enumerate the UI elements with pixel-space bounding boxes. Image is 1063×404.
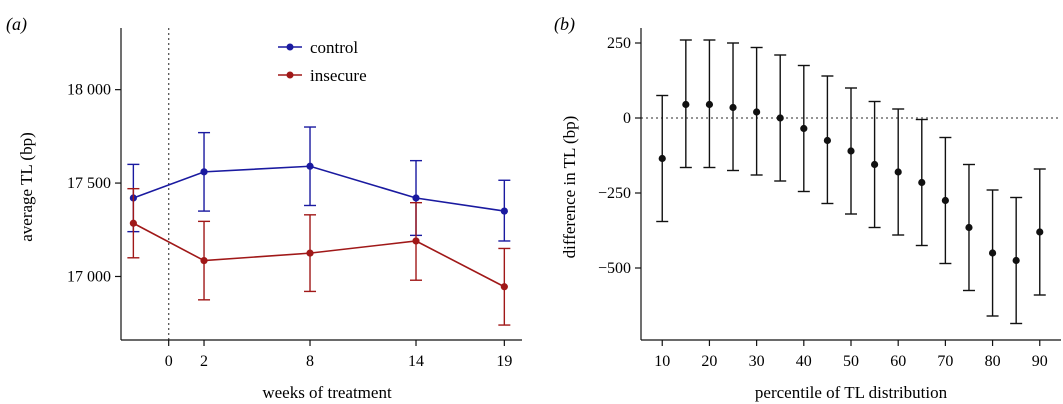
data-point <box>870 160 879 169</box>
x-tick-label: 14 <box>408 353 424 370</box>
x-tick-label: 2 <box>200 353 208 370</box>
legend-item-control: control <box>278 38 358 57</box>
x-tick-label: 80 <box>985 353 1001 370</box>
y-tick-label: 17 500 <box>67 175 111 192</box>
y-tick-label: 0 <box>623 110 631 127</box>
panel-a-y-axis-label: average TL (bp) <box>17 132 36 242</box>
panel-a-legend: control insecure <box>278 38 367 85</box>
legend-marker-insecure <box>286 71 294 79</box>
x-tick-label: 40 <box>796 353 812 370</box>
panel-b-y-axis-label: difference in TL (bp) <box>560 116 579 259</box>
data-point <box>800 124 808 133</box>
data-point <box>823 136 832 145</box>
data-point-insecure <box>129 219 137 227</box>
data-point-control <box>500 207 508 215</box>
x-tick-label: 90 <box>1032 353 1048 370</box>
series-line-insecure <box>132 222 505 288</box>
data-point <box>988 249 997 257</box>
panel-a-x-axis-label: weeks of treatment <box>262 383 392 402</box>
data-point <box>658 154 666 163</box>
data-point <box>894 168 902 176</box>
panel-a-x-ticks: 0 2 8 14 19 <box>165 340 512 370</box>
panel-b-y-ticks: −500 −250 0 250 <box>598 35 641 277</box>
panel-a-y-ticks: 17 000 17 500 18 000 <box>67 82 121 285</box>
data-point-insecure <box>306 249 314 257</box>
series-line-control <box>133 165 505 212</box>
y-tick-label: 250 <box>607 35 631 52</box>
y-tick-label: 18 000 <box>67 82 111 99</box>
data-point-control <box>412 194 420 202</box>
x-tick-label: 10 <box>654 353 670 370</box>
data-point <box>965 223 973 232</box>
panel-b: (b) 10 20 30 40 50 60 70 80 90 −500 −250 0 250 perc… <box>554 14 1061 402</box>
x-tick-label: 8 <box>306 353 314 370</box>
x-tick-label: 30 <box>749 353 765 370</box>
data-point <box>918 178 926 187</box>
x-tick-label: 70 <box>937 353 953 370</box>
data-point <box>1012 256 1020 265</box>
x-tick-label: 20 <box>701 353 717 370</box>
data-point <box>847 147 855 155</box>
panel-b-x-ticks: 10 20 30 40 50 60 70 80 90 <box>654 340 1048 370</box>
data-point <box>941 196 949 205</box>
data-point-insecure <box>200 256 208 265</box>
y-tick-label: 17 000 <box>67 268 111 285</box>
y-tick-label: −500 <box>598 260 631 277</box>
data-point <box>729 103 737 112</box>
panel-b-label: (b) <box>554 14 575 35</box>
legend-marker-control <box>286 43 294 51</box>
data-point-control <box>200 168 208 176</box>
data-point-insecure <box>500 283 508 291</box>
panel-a-label: (a) <box>6 14 27 35</box>
y-tick-label: −250 <box>598 185 631 202</box>
panel-a-plot-area <box>127 28 511 340</box>
legend-item-insecure: insecure <box>278 66 367 85</box>
panel-b-plot-area <box>641 39 1061 325</box>
data-point-insecure <box>412 237 420 245</box>
x-tick-label: 60 <box>890 353 906 370</box>
x-tick-label: 19 <box>496 353 512 370</box>
legend-label-control: control <box>310 38 358 57</box>
panel-a: (a) 0 2 8 14 19 17 000 17 500 18 000 weeks of … <box>6 14 522 402</box>
data-point <box>682 100 690 109</box>
data-point <box>753 108 761 116</box>
x-tick-label: 0 <box>165 353 173 370</box>
data-point-control <box>306 162 314 170</box>
data-point <box>1036 228 1044 236</box>
data-point <box>705 100 714 109</box>
panel-b-x-axis-label: percentile of TL distribution <box>755 383 948 402</box>
x-tick-label: 50 <box>843 353 859 370</box>
legend-label-insecure: insecure <box>310 66 367 85</box>
data-point <box>776 114 784 122</box>
